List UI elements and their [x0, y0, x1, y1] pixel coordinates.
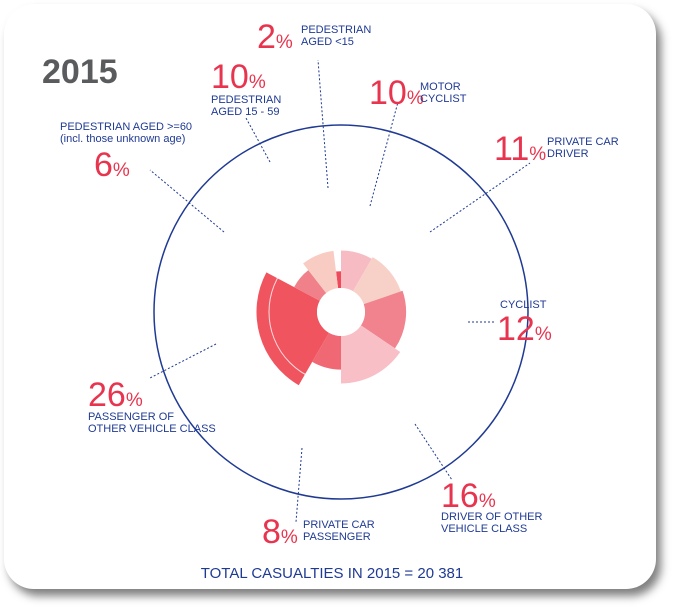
category-label-8-1: AGED 15 - 59 — [211, 106, 279, 118]
category-label-8-0: PEDESTRIAN — [211, 94, 281, 106]
inner-guide-ring — [268, 239, 414, 385]
pct-label-3: 12% — [497, 310, 552, 348]
pct-label-1: 10% — [369, 74, 424, 112]
center-hole — [317, 288, 365, 336]
category-label-0-0: PEDESTRIAN — [301, 24, 371, 36]
pct-label-4: 16% — [441, 477, 496, 515]
sector-3 — [360, 290, 407, 349]
category-label-6-0: PASSENGER OF — [88, 411, 174, 423]
category-label-1-1: CYCLIST — [420, 93, 467, 105]
sector-6 — [256, 272, 329, 386]
sector-0 — [336, 271, 341, 289]
category-label-2-0: PRIVATE CAR — [547, 136, 619, 148]
category-label-0-1: AGED <15 — [301, 36, 354, 48]
sector-4 — [341, 325, 401, 384]
leader-line-8 — [245, 117, 271, 163]
outer-ring — [153, 124, 529, 500]
category-label-6-1: OTHER VEHICLE CLASS — [88, 423, 216, 435]
pct-label-8: 10% — [211, 58, 266, 96]
leader-line-4 — [414, 423, 453, 481]
year-title: 2015 — [42, 53, 118, 91]
category-label-7-1: (incl. those unknown age) — [60, 133, 185, 145]
sectors-group — [256, 250, 407, 386]
category-label-4-0: DRIVER OF OTHER — [441, 511, 543, 523]
pct-label-7: 6% — [94, 146, 130, 184]
sector-8 — [303, 250, 339, 294]
pct-label-2: 11% — [494, 130, 546, 168]
total-casualties: TOTAL CASUALTIES IN 2015 = 20 381 — [201, 565, 464, 582]
leader-line-2 — [429, 162, 531, 233]
leader-line-6 — [149, 343, 217, 379]
category-label-4-1: VEHICLE CLASS — [441, 523, 527, 535]
leader-lines — [149, 59, 531, 523]
leader-line-5 — [295, 447, 303, 523]
category-label-5-0: PRIVATE CAR — [303, 519, 375, 531]
sector-5 — [312, 332, 341, 370]
leader-line-7 — [149, 169, 225, 233]
pct-label-6: 26% — [88, 376, 143, 414]
category-label-1-0: MOTOR — [420, 81, 461, 93]
pct-label-5: 8% — [262, 513, 298, 551]
leader-line-1 — [369, 101, 399, 207]
category-label-3-0: CYCLIST — [500, 299, 547, 311]
category-label-5-1: PASSENGER — [303, 531, 371, 543]
sector-2 — [353, 257, 401, 305]
pct-label-0: 2% — [257, 18, 293, 56]
sector-1 — [341, 250, 372, 292]
category-label-2-1: DRIVER — [547, 148, 589, 160]
sector-7 — [294, 270, 327, 301]
leader-line-0 — [317, 59, 329, 189]
category-label-7-0: PEDESTRIAN AGED >=60 — [60, 121, 192, 133]
